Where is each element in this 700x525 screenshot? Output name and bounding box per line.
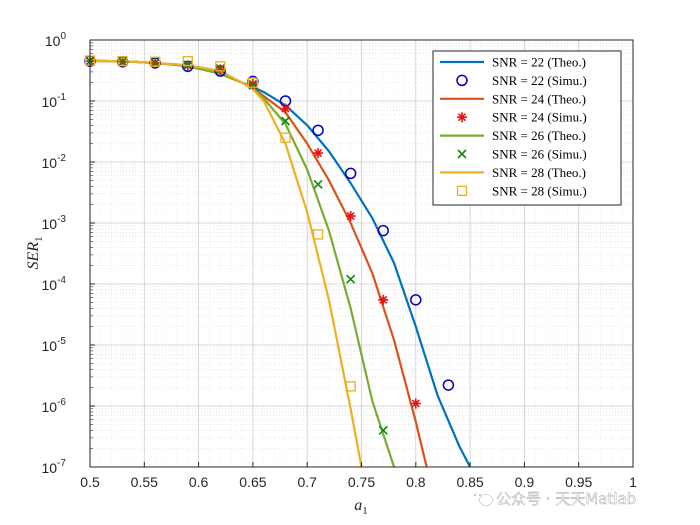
legend-label: SNR = 24 (Theo.) xyxy=(492,91,586,106)
data-point xyxy=(150,56,161,67)
data-point xyxy=(248,80,258,90)
data-point xyxy=(345,211,356,222)
legend-item: SNR = 26 (Simu.) xyxy=(457,147,587,162)
data-point xyxy=(183,60,193,70)
y-tick-label: 10-3 xyxy=(42,214,67,232)
x-tick-label: 0.65 xyxy=(239,474,266,490)
data-point xyxy=(280,116,291,126)
data-point xyxy=(215,61,226,72)
x-tick-label: 0.75 xyxy=(348,474,375,490)
data-point xyxy=(312,229,324,240)
x-tick-label: 0.6 xyxy=(189,474,209,490)
x-tick-label: 0.7 xyxy=(297,474,317,490)
y-tick-label: 10-7 xyxy=(42,458,67,476)
x-tick-labels: 0.5 0.55 0.6 0.65 0.7 0.75 0.8 0.85 0.9 0.95 1 xyxy=(80,474,637,490)
y-axis-label: SER1 xyxy=(25,236,45,269)
x-tick-label: 0.5 xyxy=(80,474,100,490)
legend-swatch xyxy=(456,74,468,87)
series-snr-28-theo xyxy=(89,59,363,468)
data-point xyxy=(182,56,193,67)
data-point xyxy=(247,78,258,89)
y-tick-label: 10-1 xyxy=(42,92,67,110)
data-point xyxy=(313,179,323,189)
x-tick-label: 0.9 xyxy=(515,474,535,490)
data-point xyxy=(118,57,128,67)
y-tick-label: 10-2 xyxy=(42,153,67,171)
y-tick-label: 100 xyxy=(45,31,67,49)
legend-label: SNR = 24 (Simu.) xyxy=(492,110,587,125)
data-point xyxy=(377,224,389,237)
legend-item: SNR = 22 (Simu.) xyxy=(456,73,587,88)
data-point xyxy=(378,294,389,305)
data-point xyxy=(247,77,259,88)
x-tick-label: 0.85 xyxy=(456,474,483,490)
data-point xyxy=(312,124,324,137)
wechat-icon xyxy=(470,489,493,506)
legend-swatch xyxy=(456,185,468,196)
legend: SNR = 22 (Theo.) SNR = 22 (Simu.) SNR = 24… xyxy=(432,50,622,206)
data-point xyxy=(117,56,128,67)
data-point xyxy=(150,57,160,67)
legend-label: SNR = 26 (Theo.) xyxy=(492,128,586,143)
legend-item: SNR = 28 (Theo.) xyxy=(440,165,586,180)
legend-item: SNR = 24 (Theo.) xyxy=(440,91,586,106)
data-point xyxy=(410,294,422,306)
x-tick-label: 0.8 xyxy=(406,474,426,490)
y-tick-label: 10-5 xyxy=(42,336,67,354)
legend-label: SNR = 22 (Theo.) xyxy=(492,55,586,70)
data-point xyxy=(313,148,324,159)
data-point xyxy=(280,103,291,114)
legend-item: SNR = 26 (Theo.) xyxy=(440,128,586,143)
y-tick-labels: 100 10-1 10-2 10-3 10-4 10-5 10-6 10-7 xyxy=(42,31,67,476)
legend-label: SNR = 26 (Simu.) xyxy=(492,147,587,162)
series-line xyxy=(89,59,363,468)
legend-label: SNR = 28 (Theo.) xyxy=(492,165,586,180)
watermark: 公众号 · 天天Matlab xyxy=(470,489,636,508)
data-point xyxy=(280,132,291,143)
data-point xyxy=(410,398,421,409)
data-point xyxy=(378,425,388,435)
legend-label: SNR = 28 (Simu.) xyxy=(492,183,587,198)
x-tick-label: 0.95 xyxy=(565,474,592,490)
data-point xyxy=(344,167,357,180)
legend-item: SNR = 28 (Simu.) xyxy=(456,183,587,198)
watermark-text: 公众号 · 天天Matlab xyxy=(496,490,636,508)
ticks xyxy=(89,39,634,468)
legend-swatch xyxy=(457,112,467,123)
data-point xyxy=(346,274,356,284)
series-layer xyxy=(84,55,472,468)
y-tick-label: 10-4 xyxy=(42,275,67,293)
x-axis-label: a1 xyxy=(354,497,368,517)
legend-label: SNR = 22 (Simu.) xyxy=(492,73,587,88)
legend-swatch xyxy=(457,149,467,159)
x-tick-label: 1 xyxy=(629,474,637,490)
legend-item: SNR = 24 (Simu.) xyxy=(457,110,587,125)
x-tick-label: 0.55 xyxy=(131,474,158,490)
legend-item: SNR = 22 (Theo.) xyxy=(440,55,586,70)
y-tick-label: 10-6 xyxy=(42,397,67,415)
data-point xyxy=(442,379,455,391)
data-point xyxy=(345,381,356,392)
